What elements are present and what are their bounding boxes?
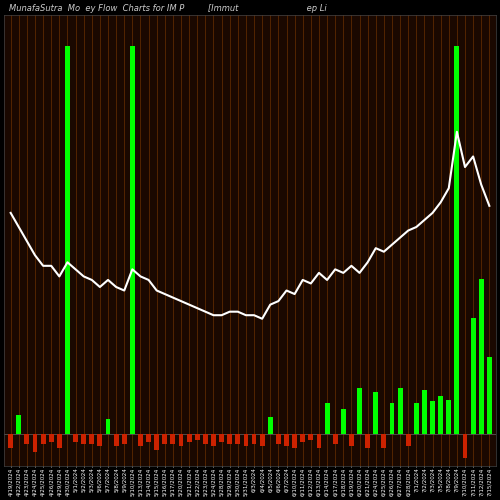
Bar	[487, 357, 492, 434]
Bar	[195, 434, 200, 440]
Bar	[178, 434, 184, 446]
Bar	[49, 434, 54, 442]
Bar	[276, 434, 281, 444]
Bar	[300, 434, 305, 442]
Bar	[438, 396, 443, 434]
Bar	[374, 392, 378, 434]
Bar	[260, 434, 264, 446]
Bar	[454, 46, 460, 434]
Bar	[479, 279, 484, 434]
Bar	[333, 434, 338, 444]
Bar	[203, 434, 208, 444]
Bar	[122, 434, 126, 444]
Bar	[382, 434, 386, 448]
Bar	[357, 388, 362, 434]
Bar	[470, 318, 476, 434]
Bar	[244, 434, 248, 446]
Bar	[106, 419, 110, 434]
Bar	[308, 434, 314, 440]
Bar	[98, 434, 102, 446]
Bar	[316, 434, 322, 448]
Bar	[430, 402, 435, 434]
Bar	[57, 434, 62, 448]
Bar	[406, 434, 410, 446]
Bar	[349, 434, 354, 446]
Bar	[170, 434, 175, 444]
Bar	[211, 434, 216, 446]
Bar	[365, 434, 370, 448]
Bar	[341, 409, 345, 434]
Text: MunafaSutra  Mo  ey Flow  Charts for IM P         [Immut                        : MunafaSutra Mo ey Flow Charts for IM P […	[9, 4, 327, 13]
Bar	[228, 434, 232, 444]
Bar	[114, 434, 118, 446]
Bar	[252, 434, 256, 444]
Bar	[292, 434, 297, 448]
Bar	[422, 390, 427, 434]
Bar	[162, 434, 167, 444]
Bar	[390, 404, 394, 434]
Bar	[236, 434, 240, 444]
Bar	[414, 404, 419, 434]
Bar	[186, 434, 192, 442]
Bar	[268, 417, 272, 434]
Bar	[462, 434, 468, 458]
Bar	[154, 434, 159, 450]
Bar	[24, 434, 29, 444]
Bar	[146, 434, 151, 442]
Bar	[40, 434, 46, 444]
Bar	[219, 434, 224, 442]
Bar	[284, 434, 289, 446]
Bar	[16, 415, 21, 434]
Bar	[65, 46, 70, 434]
Bar	[8, 434, 13, 448]
Bar	[324, 404, 330, 434]
Bar	[90, 434, 94, 444]
Bar	[81, 434, 86, 444]
Bar	[32, 434, 38, 452]
Bar	[73, 434, 78, 442]
Bar	[138, 434, 143, 446]
Bar	[130, 46, 135, 434]
Bar	[446, 400, 451, 434]
Bar	[398, 388, 402, 434]
